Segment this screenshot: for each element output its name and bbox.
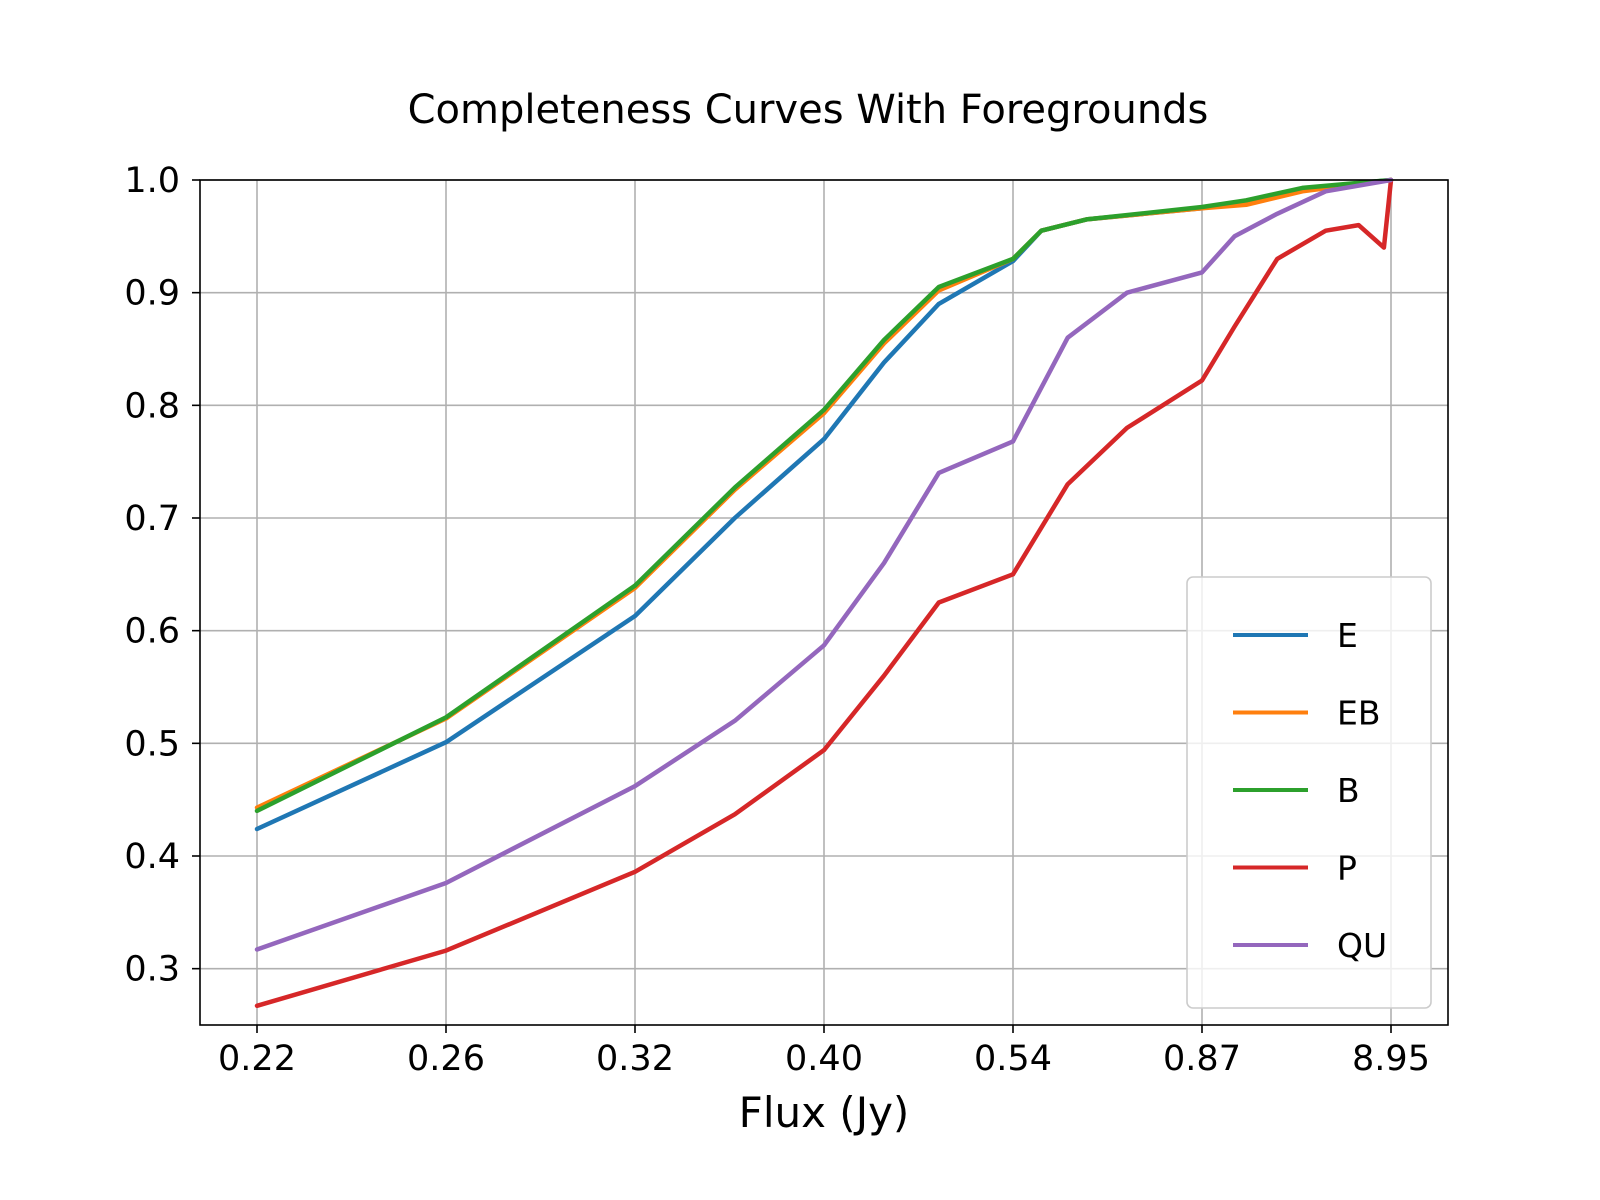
series-line-b [254, 177, 1394, 814]
x-tick-label: 0.26 [407, 1039, 485, 1079]
legend-box [1186, 576, 1432, 1009]
y-tick-label: 0.5 [124, 724, 180, 764]
x-tick-label: 0.87 [1163, 1039, 1241, 1079]
legend-label-e: E [1337, 616, 1358, 655]
series-line-p [254, 177, 1394, 1009]
y-tick-label: 0.9 [124, 274, 180, 314]
x-axis-label: Flux (Jy) [739, 1088, 910, 1137]
y-axis: 0.3 0.4 0.5 0.6 0.7 0.8 0.9 1.0 [124, 161, 200, 990]
x-tick-label: 0.40 [785, 1039, 863, 1079]
series-line-qu [254, 177, 1394, 952]
legend-label-b: B [1337, 771, 1360, 810]
y-tick-label: 1.0 [124, 161, 180, 201]
chart-title: Completeness Curves With Foregrounds [408, 87, 1209, 133]
y-tick-label: 0.8 [124, 386, 180, 426]
legend-label-p: P [1337, 849, 1357, 888]
y-tick-label: 0.6 [124, 612, 180, 652]
x-tick-label: 0.22 [218, 1039, 296, 1079]
x-tick-label: 0.32 [596, 1039, 674, 1079]
series-lines [254, 177, 1394, 1009]
x-tick-label: 0.54 [974, 1039, 1052, 1079]
y-tick-label: 0.7 [124, 499, 180, 539]
legend-label-eb: EB [1337, 694, 1381, 733]
legend: E EB BP QU [1186, 576, 1432, 1009]
y-tick-label: 0.3 [124, 950, 180, 990]
legend-label-qu: QU [1337, 926, 1387, 965]
x-axis: 0.22 0.26 0.32 0.40 0.54 0.87 8.95 [218, 1025, 1430, 1079]
x-tick-label: 8.95 [1352, 1039, 1430, 1079]
y-tick-label: 0.4 [124, 837, 180, 877]
